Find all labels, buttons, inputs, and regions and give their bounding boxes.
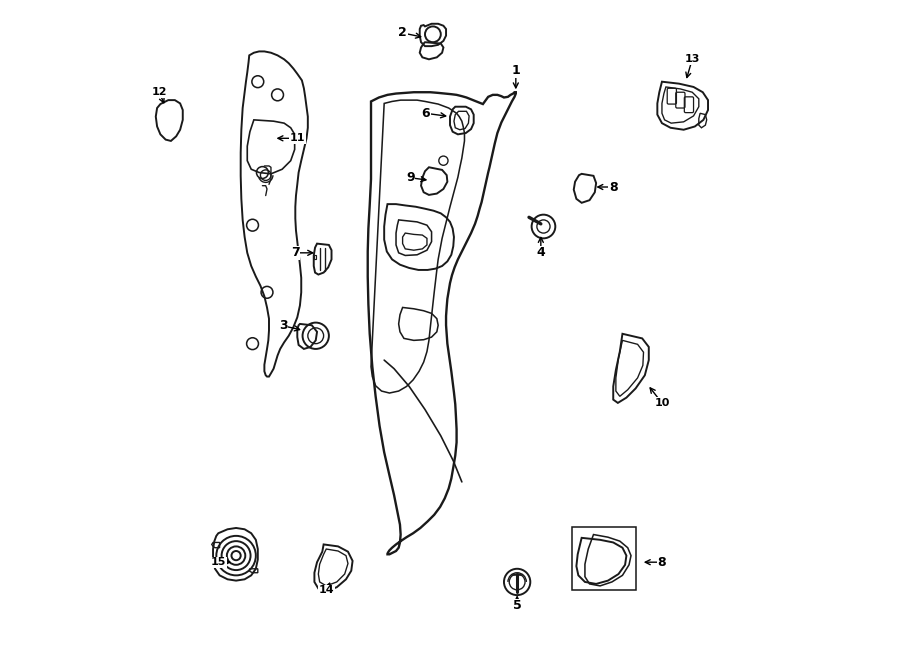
Text: 2: 2 [398,26,407,40]
Text: 10: 10 [654,398,670,408]
Text: 12: 12 [151,87,166,97]
Text: 4: 4 [536,247,545,259]
Text: 7: 7 [291,247,300,259]
Text: 5: 5 [513,599,521,612]
Text: 3: 3 [279,319,288,332]
Text: 8: 8 [658,556,666,568]
Text: 14: 14 [319,586,334,596]
Text: 9: 9 [406,171,415,184]
Text: 15: 15 [211,557,226,567]
Text: 11: 11 [290,134,305,143]
Text: 8: 8 [609,180,617,194]
Text: 1: 1 [511,64,520,77]
Text: 6: 6 [421,107,430,120]
Text: 13: 13 [685,54,700,64]
